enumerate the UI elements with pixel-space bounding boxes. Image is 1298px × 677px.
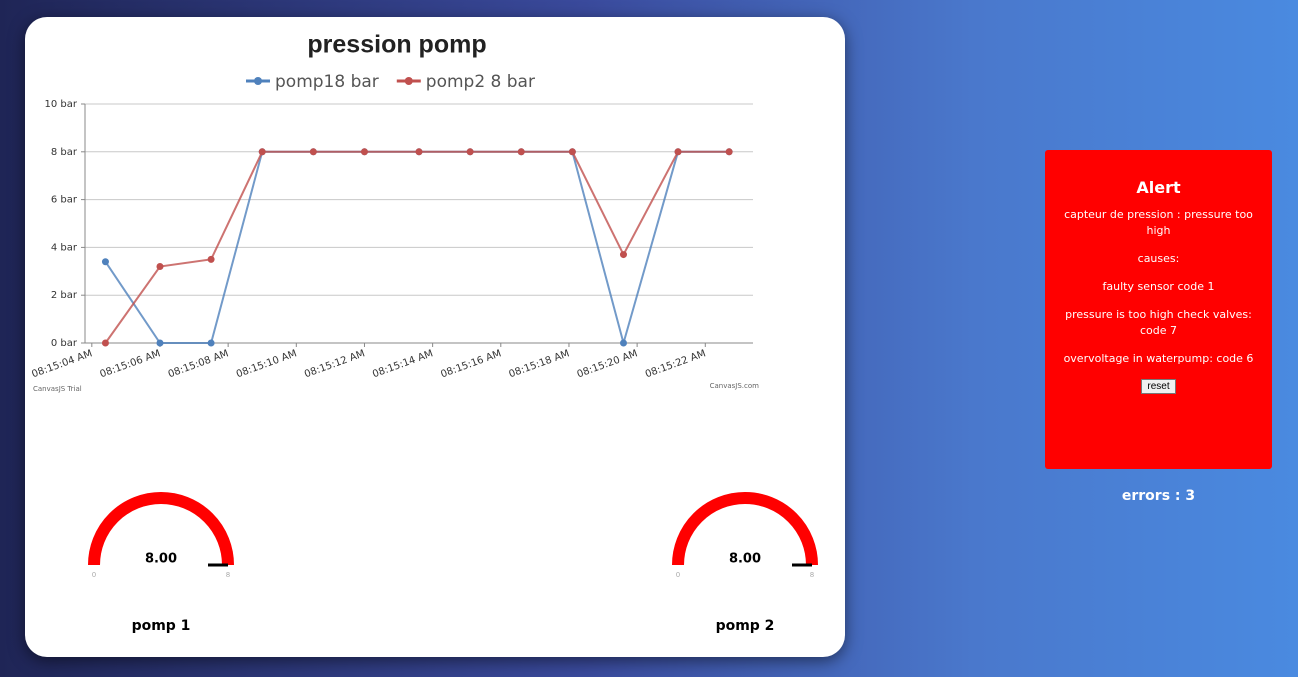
- chart: pression pomp CanvasJS Trial CanvasJS.co…: [30, 31, 818, 634]
- x-tick-label: 08:15:12 AM: [303, 348, 366, 380]
- point: [101, 258, 109, 266]
- gauge-min: 0: [676, 571, 680, 579]
- x-tick-label: 08:15:16 AM: [439, 348, 502, 380]
- gauge-max: 8: [226, 571, 230, 579]
- point: [309, 148, 317, 156]
- x-tick-label: 08:15:08 AM: [167, 348, 230, 380]
- point: [517, 148, 525, 156]
- chart-card: [25, 17, 845, 657]
- point: [207, 255, 215, 263]
- y-tick-label: 4 bar: [51, 242, 78, 253]
- x-tick-label: 08:15:04 AM: [30, 348, 93, 380]
- x-tick-label: 08:15:14 AM: [371, 348, 434, 380]
- point: [725, 148, 733, 156]
- gauge-arc: [672, 492, 818, 566]
- gauge-min: 0: [92, 571, 96, 579]
- alert-line: faulty sensor code 1: [1102, 280, 1215, 293]
- watermark: CanvasJS Trial: [33, 385, 82, 393]
- point: [674, 148, 682, 156]
- gauge-label: pomp 2: [716, 618, 775, 634]
- point: [568, 148, 576, 156]
- reset-button[interactable]: reset: [1141, 379, 1176, 394]
- x-tick-label: 08:15:06 AM: [99, 348, 162, 380]
- legend-swatch: [254, 77, 262, 85]
- y-tick-label: 8 bar: [51, 147, 78, 158]
- legend-label: pomp2 8 bar: [426, 72, 535, 92]
- gauge-arc: [88, 492, 234, 566]
- gauge-label: pomp 1: [132, 618, 191, 634]
- point: [207, 339, 215, 347]
- errors-count: errors : 3: [1121, 488, 1196, 504]
- point: [101, 339, 109, 347]
- legend-swatch: [404, 77, 413, 85]
- point: [258, 148, 266, 156]
- gauge-value: 8.00: [729, 552, 761, 567]
- alert-title: Alert: [1136, 178, 1181, 197]
- point: [619, 339, 627, 347]
- alert-line: pressure is too high check valves: code …: [1065, 308, 1252, 337]
- gauge-value: 8.00: [145, 552, 177, 567]
- y-tick-label: 0 bar: [51, 338, 78, 349]
- alert-line: capteur de pression : pressure too high: [1064, 208, 1253, 237]
- watermark: CanvasJS.com: [710, 382, 760, 390]
- chart-title: pression pomp: [307, 31, 486, 59]
- x-tick-label: 08:15:10 AM: [235, 348, 298, 380]
- y-tick-label: 10 bar: [45, 99, 78, 110]
- alert-box: Alert capteur de pression : pressure too…: [1045, 150, 1272, 469]
- gauge-max: 8: [810, 571, 814, 579]
- x-tick-label: 08:15:22 AM: [644, 348, 707, 380]
- x-tick-label: 08:15:20 AM: [576, 348, 639, 380]
- point: [156, 263, 164, 271]
- point: [360, 148, 368, 156]
- x-tick-label: 08:15:18 AM: [508, 348, 571, 380]
- point: [415, 148, 423, 156]
- legend-label: pomp18 bar: [275, 72, 379, 92]
- y-tick-label: 6 bar: [51, 195, 78, 206]
- point: [156, 339, 164, 347]
- y-tick-label: 2 bar: [51, 290, 78, 301]
- point: [619, 251, 627, 259]
- point: [466, 148, 474, 156]
- alert-line: overvoltage in waterpump: code 6: [1063, 352, 1254, 365]
- alert-line: causes:: [1137, 252, 1180, 265]
